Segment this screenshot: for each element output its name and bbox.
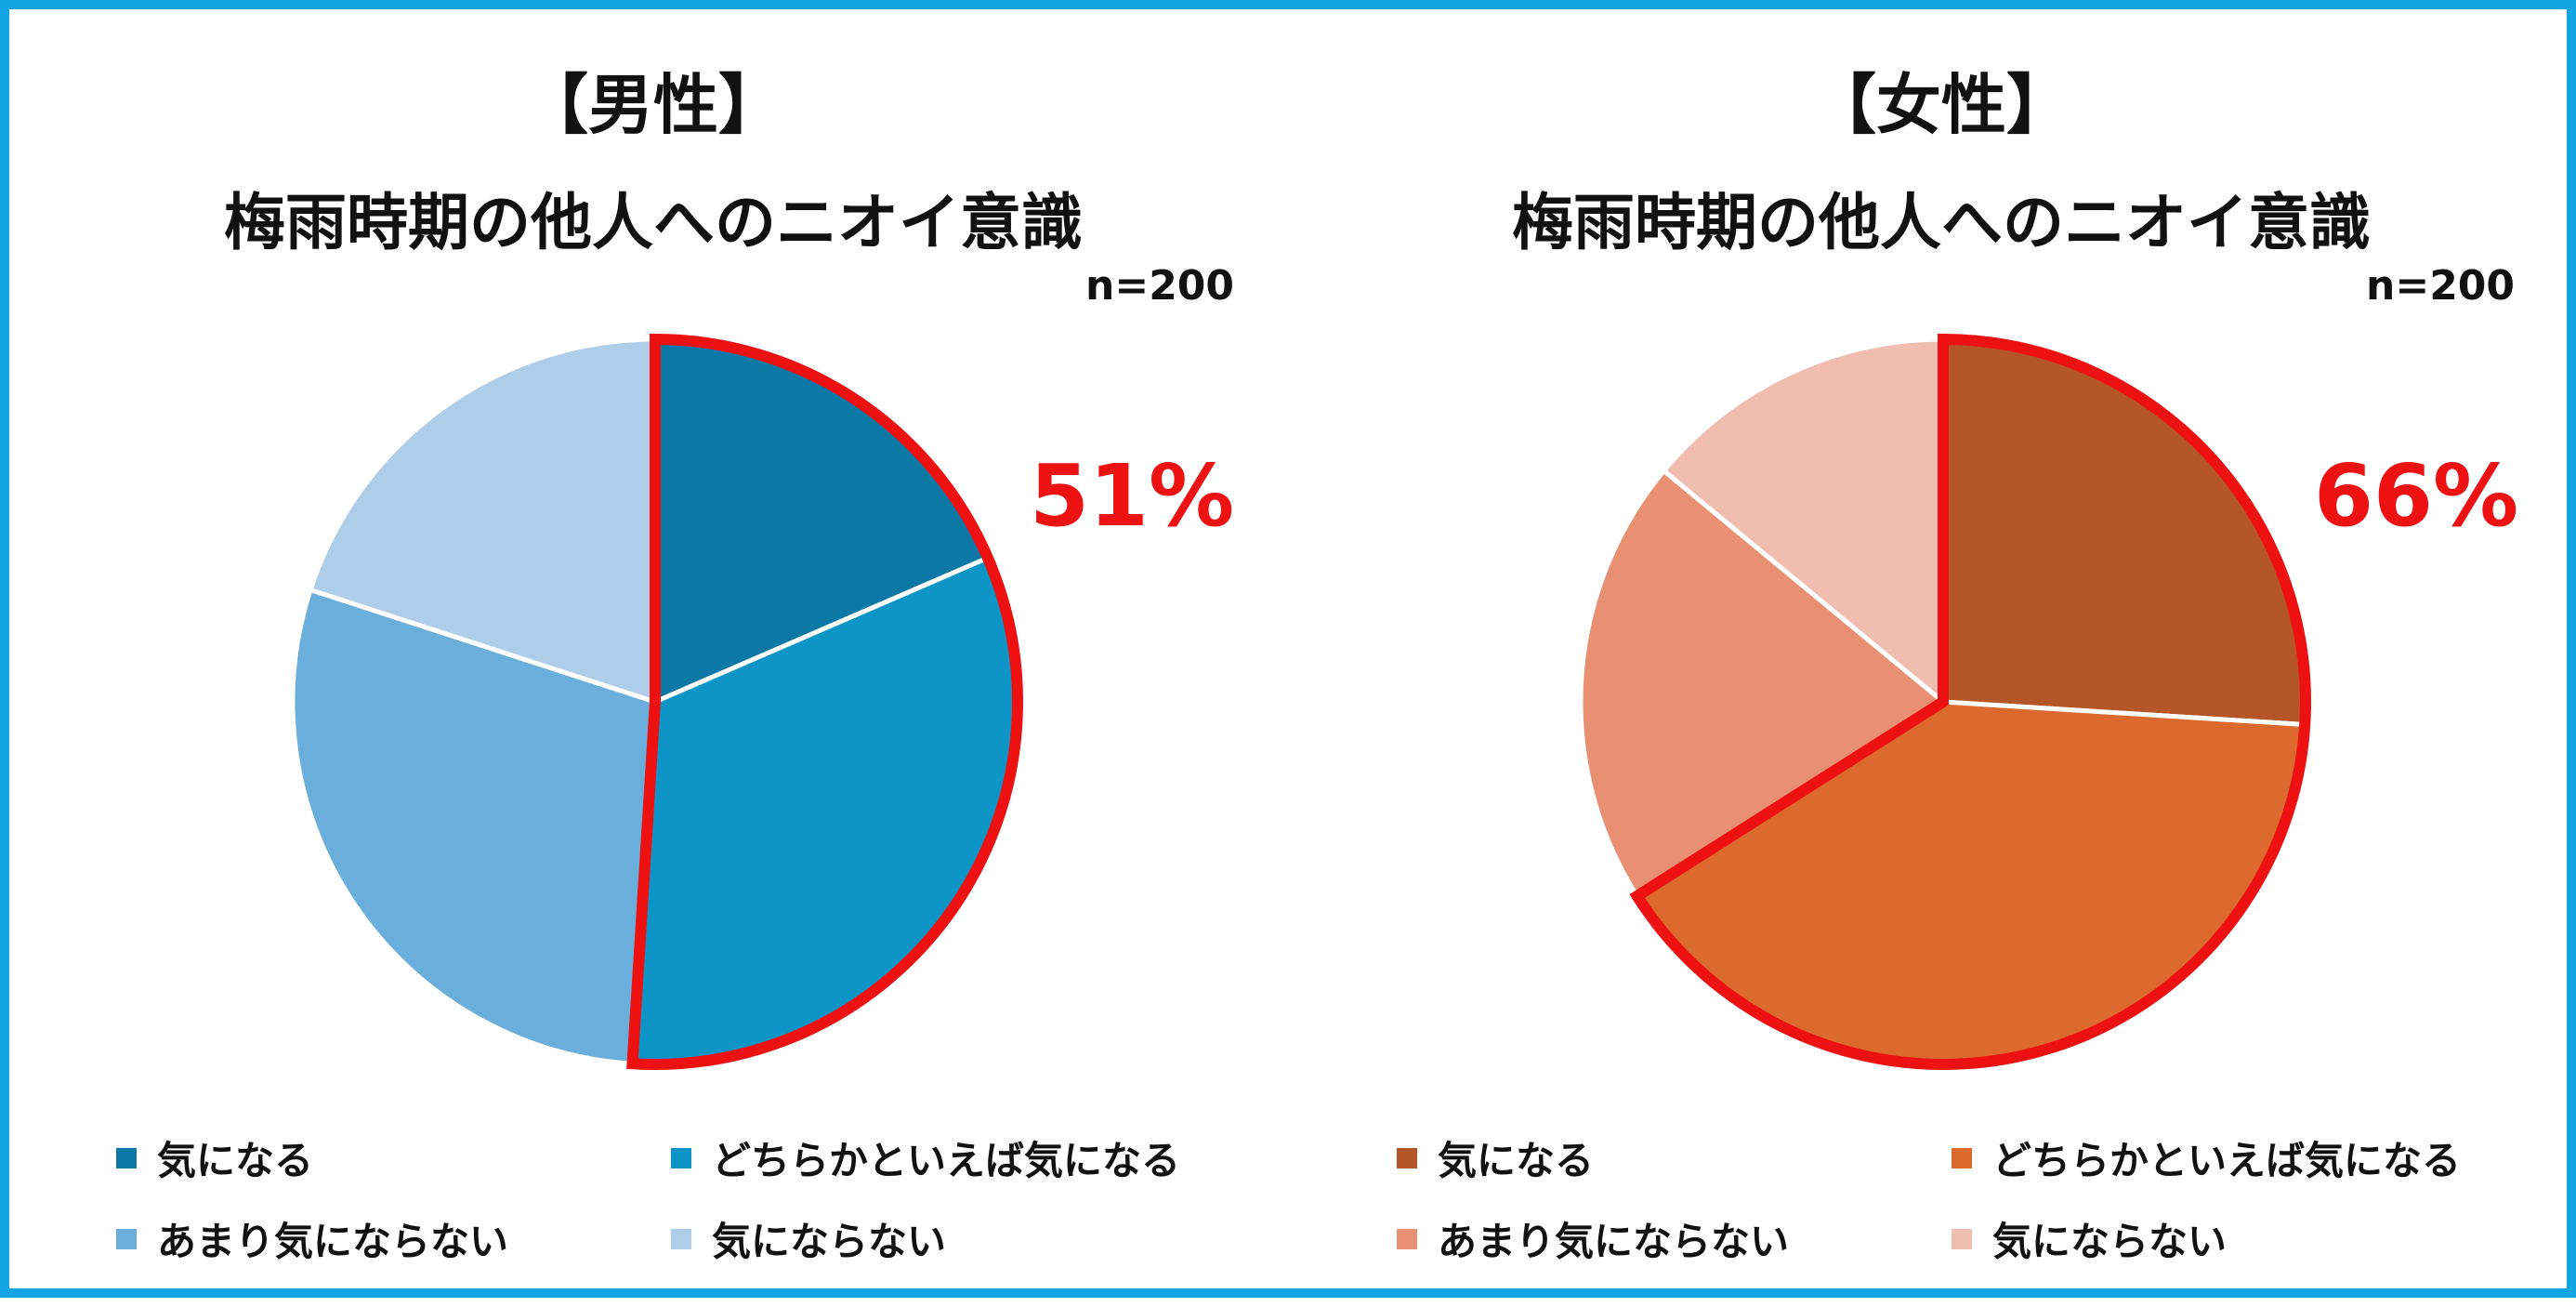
female-legend-swatch	[1952, 1147, 1972, 1168]
male-pie-slice-ki-ni-naranai	[307, 337, 658, 706]
male-legend-swatch	[671, 1228, 691, 1249]
male-legend-label: 気にならない	[712, 1219, 947, 1264]
female-highlight-outline	[1629, 333, 2311, 1070]
female-legend-label: 気にならない	[1992, 1219, 2228, 1264]
male-legend-item: 気にならない	[671, 1210, 946, 1267]
female-legend-item: どちらかといえば気になる	[1952, 1129, 2461, 1186]
female-legend-item: あまり気にならない	[1397, 1210, 1789, 1267]
male-legend-label: あまり気にならない	[157, 1219, 509, 1264]
male-legend-swatch	[671, 1147, 691, 1168]
female-pie-chart	[1578, 333, 2311, 1070]
male-chart-panel: 【男性】 梅雨時期の他人へのニオイ意識 n=200 51% 気になる どちらかと…	[9, 9, 1297, 1307]
male-legend-label: どちらかといえば気になる	[712, 1138, 1181, 1183]
female-pie-slice-ki-ni-naru	[1940, 337, 2308, 728]
female-legend-swatch	[1952, 1228, 1972, 1249]
male-pie-chart	[290, 333, 1023, 1070]
male-highlight-percent: 51%	[1030, 446, 1235, 546]
female-sample-size: n=200	[2366, 262, 2516, 310]
female-legend-label: どちらかといえば気になる	[1992, 1138, 2462, 1183]
male-legend-item: あまり気にならない	[116, 1210, 508, 1267]
female-gender-heading: 【女性】	[1811, 67, 2071, 143]
female-pie-slice-ki-ni-naranai	[1660, 337, 1946, 707]
male-chart-title: 梅雨時期の他人へのニオイ意識	[224, 187, 1083, 258]
male-legend-swatch	[116, 1147, 137, 1168]
male-highlight-outline	[626, 333, 1023, 1070]
male-legend-label: 気になる	[157, 1138, 314, 1183]
female-legend-label: あまり気にならない	[1438, 1219, 1790, 1264]
female-chart-panel: 【女性】 梅雨時期の他人へのニオイ意識 n=200 66% 気になる どちらかと…	[1297, 9, 2576, 1307]
male-legend-item: 気になる	[116, 1129, 313, 1186]
female-legend-swatch	[1397, 1228, 1417, 1249]
male-legend-swatch	[116, 1228, 137, 1249]
female-legend-label: 気になる	[1438, 1138, 1595, 1183]
male-pie-slice-amari-ki-ni-naranai	[290, 587, 658, 1066]
male-legend-item: どちらかといえば気になる	[671, 1129, 1180, 1186]
female-pie-slice-amari-ki-ni-naranai	[1578, 467, 1948, 900]
male-sample-size: n=200	[1085, 262, 1235, 310]
female-legend-item: 気にならない	[1952, 1210, 2227, 1267]
female-legend-item: 気になる	[1397, 1129, 1594, 1186]
female-highlight-percent: 66%	[2314, 446, 2519, 546]
female-legend-swatch	[1397, 1147, 1417, 1168]
female-chart-title: 梅雨時期の他人へのニオイ意識	[1512, 187, 2371, 258]
male-gender-heading: 【男性】	[523, 67, 783, 143]
